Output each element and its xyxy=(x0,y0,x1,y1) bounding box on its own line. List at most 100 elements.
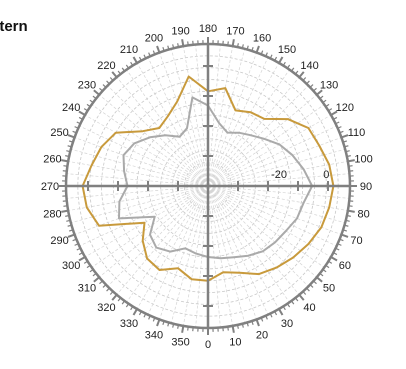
outer-tick xyxy=(255,319,260,327)
grid-spoke xyxy=(207,185,246,324)
outer-tick xyxy=(274,56,278,61)
outer-tick xyxy=(65,155,70,158)
outer-tick xyxy=(227,326,229,331)
outer-tick xyxy=(148,52,151,57)
grid-spoke xyxy=(79,185,209,247)
outer-tick xyxy=(328,108,333,112)
outer-tick xyxy=(333,252,338,256)
radial-tick-label: -20 xyxy=(271,169,287,181)
outer-tick xyxy=(143,54,147,59)
outer-tick xyxy=(78,252,83,256)
outer-tick xyxy=(92,272,97,277)
angle-tick-label: 290 xyxy=(50,235,68,247)
outer-tick xyxy=(109,77,114,81)
angle-tick-label: 200 xyxy=(145,33,163,45)
outer-tick xyxy=(339,130,344,134)
outer-tick xyxy=(286,303,291,308)
angle-tick-label: 190 xyxy=(171,25,189,37)
angle-tick-label: 140 xyxy=(300,60,318,72)
outer-tick xyxy=(156,319,161,327)
outer-tick xyxy=(341,134,349,139)
grid-spoke xyxy=(84,114,209,187)
outer-tick xyxy=(269,54,273,59)
angle-tick-label: 160 xyxy=(253,33,271,45)
grid-spoke xyxy=(207,185,234,326)
outer-tick xyxy=(102,284,107,288)
angle-tick-label: 330 xyxy=(120,318,138,330)
outer-tick xyxy=(251,320,254,326)
outer-tick xyxy=(342,229,348,232)
outer-tick xyxy=(167,45,170,50)
outer-tick xyxy=(109,291,114,295)
outer-tick xyxy=(241,44,244,49)
outer-tick xyxy=(302,291,307,295)
outer-tick xyxy=(67,233,75,238)
outer-tick xyxy=(241,323,244,328)
angle-tick-label: 70 xyxy=(350,235,362,247)
outer-tick xyxy=(111,294,118,301)
outer-tick xyxy=(177,43,180,48)
outer-tick xyxy=(345,150,350,153)
chart-title: attern xyxy=(0,18,28,35)
outer-tick xyxy=(61,159,69,163)
outer-tick xyxy=(93,89,100,96)
angle-tick-label: 230 xyxy=(78,79,96,91)
outer-tick xyxy=(269,313,273,318)
outer-tick xyxy=(138,311,142,316)
angle-tick-label: 0 xyxy=(205,339,211,351)
grid-spoke xyxy=(136,62,209,187)
outer-tick xyxy=(99,280,103,285)
angle-tick-label: 100 xyxy=(354,154,372,166)
grid-spoke xyxy=(68,160,209,187)
outer-tick xyxy=(294,70,299,75)
outer-tick xyxy=(125,303,130,308)
outer-tick xyxy=(93,276,100,283)
outer-tick xyxy=(138,56,142,61)
grid-spoke xyxy=(126,69,209,187)
grid-spoke xyxy=(116,185,209,296)
outer-tick xyxy=(265,315,268,320)
outer-tick xyxy=(322,99,327,104)
angle-tick-label: 350 xyxy=(171,337,189,349)
grid-spoke xyxy=(207,57,269,187)
outer-tick xyxy=(181,325,185,333)
angle-tick-label: 300 xyxy=(62,260,80,272)
outer-tick xyxy=(347,209,355,213)
outer-tick xyxy=(278,56,284,64)
grid-spoke xyxy=(207,62,280,187)
outer-tick xyxy=(187,41,189,46)
outer-tick xyxy=(67,224,72,227)
grid-spoke xyxy=(68,185,209,212)
grid-spoke xyxy=(147,57,209,187)
outer-tick xyxy=(339,238,344,242)
outer-tick xyxy=(306,80,310,85)
angle-tick-label: 10 xyxy=(229,337,241,349)
outer-tick xyxy=(330,256,338,262)
grid-spoke xyxy=(207,185,318,278)
outer-tick xyxy=(298,71,305,78)
outer-tick xyxy=(72,238,77,242)
grid-spoke xyxy=(98,94,209,187)
grid-spoke xyxy=(207,104,325,187)
angle-tick-label: 120 xyxy=(336,102,354,114)
grid-spoke xyxy=(170,185,209,324)
angle-tick-label: 170 xyxy=(226,25,244,37)
outer-tick xyxy=(278,308,284,316)
outer-tick xyxy=(255,45,260,53)
grid-spoke xyxy=(66,173,209,187)
outer-tick xyxy=(290,300,295,305)
outer-tick xyxy=(78,110,86,116)
outer-tick xyxy=(78,116,83,120)
outer-tick xyxy=(337,126,342,129)
grid-spoke xyxy=(207,185,300,296)
outer-tick xyxy=(76,121,81,125)
grid-spoke xyxy=(207,185,350,199)
outer-tick xyxy=(102,84,107,88)
angle-tick-label: 220 xyxy=(97,60,115,72)
outer-tick xyxy=(347,159,355,163)
outer-tick xyxy=(66,150,71,153)
outer-tick xyxy=(117,70,122,75)
outer-tick xyxy=(148,315,151,320)
outer-tick xyxy=(346,155,351,158)
outer-tick xyxy=(106,287,110,292)
